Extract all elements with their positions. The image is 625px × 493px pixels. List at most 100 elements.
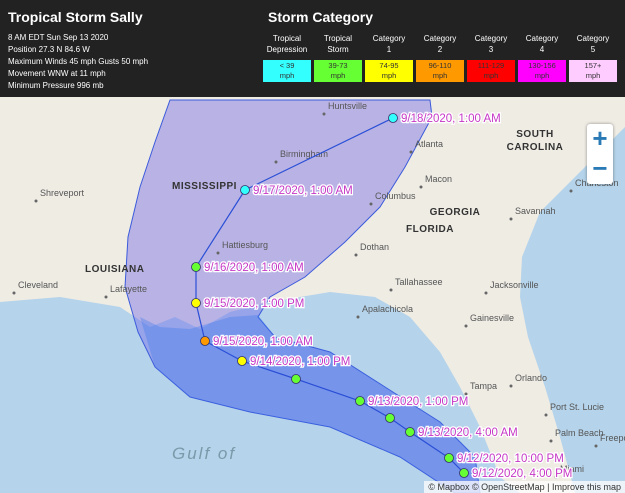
city-dot bbox=[464, 392, 468, 396]
track-label: 9/14/2020, 1:00 PM bbox=[250, 356, 350, 368]
city-dot bbox=[409, 150, 413, 154]
city-label: Birmingham bbox=[280, 149, 328, 159]
track-line bbox=[195, 117, 465, 474]
city-dot bbox=[554, 475, 558, 479]
city-label: Macon bbox=[425, 174, 452, 184]
track-point bbox=[355, 396, 365, 406]
category-name: Category bbox=[525, 34, 559, 43]
attribution[interactable]: © Mapbox © OpenStreetMap | Improve this … bbox=[424, 481, 625, 493]
category-cell: 39-73 mph bbox=[314, 60, 362, 82]
category-range: mph bbox=[534, 71, 550, 80]
track-point bbox=[191, 298, 201, 308]
state-label: GEORGIA bbox=[430, 207, 481, 218]
info-line: Movement WNW at 11 mph bbox=[8, 69, 106, 78]
track-point bbox=[191, 262, 201, 272]
city-dot bbox=[274, 160, 278, 164]
city-label: Savannah bbox=[515, 206, 556, 216]
track-point bbox=[405, 427, 415, 437]
info-line: Maximum Winds 45 mph Gusts 50 mph bbox=[8, 57, 149, 66]
city-dot bbox=[354, 253, 358, 257]
track-label: 9/18/2020, 1:00 AM bbox=[401, 113, 501, 125]
info-line: Position 27.3 N 84.6 W bbox=[8, 45, 90, 54]
category-name: 3 bbox=[488, 45, 494, 54]
city-dot bbox=[34, 199, 38, 203]
track-point bbox=[388, 113, 398, 123]
city-dot bbox=[509, 384, 513, 388]
category-name: Category bbox=[576, 34, 610, 43]
city-label: Huntsville bbox=[328, 101, 367, 111]
category-title: Storm Category bbox=[268, 9, 374, 25]
state-label: SOUTH bbox=[516, 129, 554, 140]
city-label: Gainesville bbox=[470, 313, 514, 323]
track-label: 9/16/2020, 1:00 AM bbox=[204, 262, 304, 274]
city-dot bbox=[356, 315, 360, 319]
category-name: Depression bbox=[266, 45, 308, 54]
gulf bbox=[0, 292, 520, 493]
city-dot bbox=[104, 295, 108, 299]
track-point bbox=[200, 336, 210, 346]
city-label: Columbus bbox=[375, 191, 416, 201]
track-label: 9/13/2020, 1:00 PM bbox=[368, 396, 468, 408]
city-dot bbox=[464, 324, 468, 328]
cone bbox=[124, 99, 481, 493]
water-label: Gulf of bbox=[172, 444, 236, 463]
zoom-button[interactable]: + bbox=[592, 123, 608, 153]
city-label: Port St. Lucie bbox=[550, 402, 604, 412]
category-name: Category bbox=[474, 34, 508, 43]
category-range: 130-156 bbox=[528, 61, 556, 70]
track-point bbox=[444, 453, 454, 463]
city-dot bbox=[419, 185, 423, 189]
atlantic bbox=[520, 127, 625, 493]
category-cell: < 39 mph bbox=[263, 60, 311, 82]
category-cell: 111-129 mph bbox=[467, 60, 515, 82]
city-label: Apalachicola bbox=[362, 304, 413, 314]
track-label: 9/12/2020, 4:00 PM bbox=[472, 468, 572, 480]
city-dot bbox=[322, 112, 326, 116]
city-label: Miami bbox=[560, 464, 584, 474]
header: Tropical Storm Sally Storm Category 8 AM… bbox=[0, 0, 625, 97]
category-range: mph bbox=[483, 71, 499, 80]
state-label: MISSISSIPPI bbox=[172, 181, 237, 192]
category-range: < 39 bbox=[279, 61, 295, 70]
city-label: Atlanta bbox=[415, 139, 443, 149]
category-range: mph bbox=[279, 71, 295, 80]
track-point bbox=[240, 185, 250, 195]
city-dot bbox=[216, 251, 220, 255]
info-line: Minimum Pressure 996 mb bbox=[8, 81, 104, 90]
city-dot bbox=[389, 288, 393, 292]
city-label: Lafayette bbox=[110, 284, 147, 294]
city-dot bbox=[369, 202, 373, 206]
city-label: Palm Beach bbox=[555, 428, 604, 438]
category-name: 4 bbox=[539, 45, 545, 54]
city-label: Shreveport bbox=[40, 188, 85, 198]
category-range: mph bbox=[432, 71, 448, 80]
city-label: Freeport bbox=[600, 433, 625, 443]
title: Tropical Storm Sally bbox=[8, 9, 143, 25]
category-name: 1 bbox=[386, 45, 392, 54]
info-line: 8 AM EDT Sun Sep 13 2020 bbox=[8, 33, 109, 42]
category-cell: 130-156 mph bbox=[518, 60, 566, 82]
state-label: CAROLINA bbox=[507, 142, 564, 153]
category-range: 111-129 bbox=[477, 61, 505, 70]
category-name: Tropical bbox=[323, 34, 353, 43]
state-label: LOUISIANA bbox=[85, 264, 145, 275]
track-point bbox=[237, 356, 247, 366]
city-dot bbox=[549, 439, 553, 443]
category-name: 5 bbox=[590, 45, 596, 54]
city-label: Orlando bbox=[515, 373, 547, 383]
category-range: mph bbox=[330, 71, 346, 80]
category-name: Category bbox=[423, 34, 457, 43]
category-name: 2 bbox=[437, 45, 443, 54]
city-label: Hattiesburg bbox=[222, 240, 268, 250]
category-cell: 157+ mph bbox=[569, 60, 617, 82]
category-range: 157+ bbox=[584, 61, 602, 70]
category-range: 39-73 bbox=[328, 61, 348, 70]
category-cell: 96-110 mph bbox=[416, 60, 464, 82]
city-label: Tallahassee bbox=[395, 277, 443, 287]
track-label: 9/17/2020, 1:00 AM bbox=[253, 185, 353, 197]
zoom-button[interactable]: − bbox=[592, 153, 608, 183]
track-point bbox=[385, 413, 395, 423]
track-label: 9/13/2020, 4:00 AM bbox=[418, 427, 518, 439]
category-range: 96-110 bbox=[428, 61, 452, 70]
